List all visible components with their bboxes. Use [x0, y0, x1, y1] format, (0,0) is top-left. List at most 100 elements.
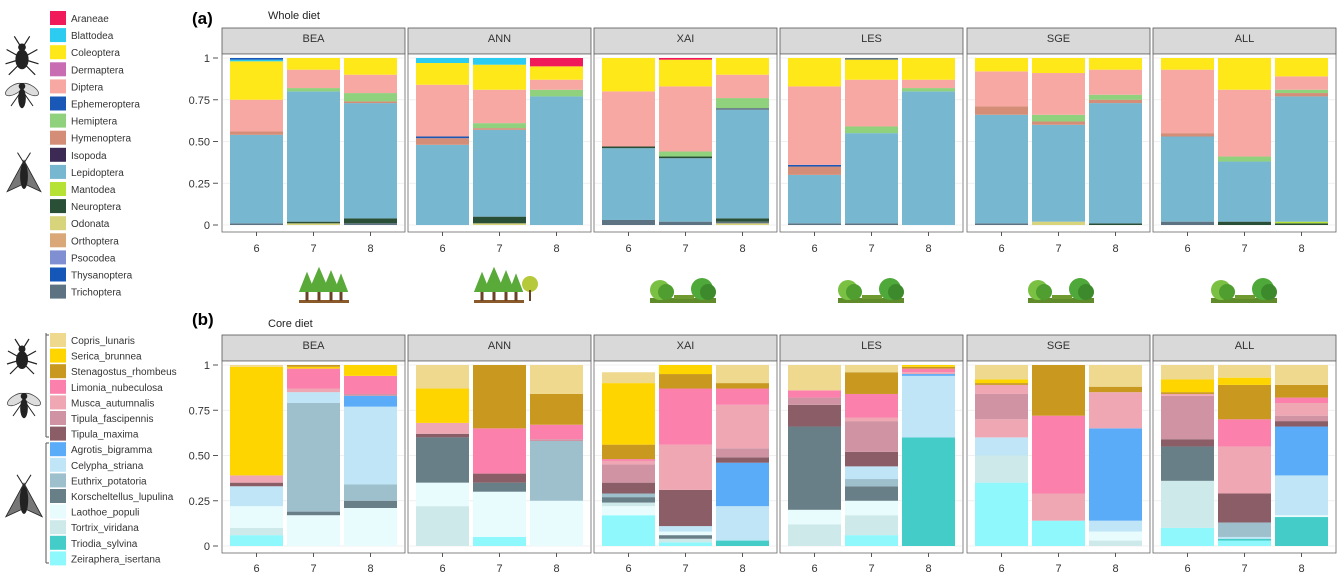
whole-xtick-label: 8 — [367, 243, 373, 255]
whole-bar-segment-hymenoptera — [473, 128, 526, 130]
core-bar-segment-laothoe-populi — [1089, 531, 1142, 541]
core-bar-segment-stenagostus-rhombeus — [902, 366, 955, 369]
core-xtick-label: 8 — [553, 563, 559, 575]
whole-bar-segment-diptera — [344, 74, 397, 94]
core-bar-segment-serica-brunnea — [659, 365, 712, 375]
core-bar-segment-agrotis-bigramma — [716, 462, 769, 507]
core-bar-segment-musca-autumnalis — [287, 388, 340, 393]
whole-bar-segment-hemiptera — [902, 88, 955, 92]
whole-xtick-label: 6 — [811, 243, 817, 255]
legend-swatch-tipula-maxima — [50, 426, 66, 441]
core-bar-segment-zeiraphera-isertana — [473, 536, 526, 546]
whole-bar-segment-hemiptera — [1218, 156, 1271, 162]
legend-label-blattodea: Blattodea — [71, 31, 114, 42]
whole-bar-segment-lepidoptera — [230, 134, 283, 224]
core-xtick-label: 7 — [682, 563, 688, 575]
core-strip-all — [1152, 334, 1337, 362]
core-bar-segment-korscheltellus-lupulina — [344, 500, 397, 508]
whole-bar-segment-odonata — [473, 223, 526, 225]
core-bar-segment-laothoe-populi — [788, 509, 841, 525]
core-bar-segment-stenagostus-rhombeus — [1161, 392, 1214, 394]
core-bar-segment-tipula-maxima — [602, 482, 655, 494]
whole-bar-segment-lepidoptera — [1032, 124, 1085, 222]
core-bar-segment-limonia-nubeculosa — [1032, 415, 1085, 494]
core-bar-segment-tortrix-viridana — [230, 527, 283, 536]
core-bar-segment-serica-brunnea — [902, 365, 955, 367]
whole-facet-les: LES 6 7 8 — [779, 27, 964, 255]
core-bar-segment-musca-autumnalis — [1089, 392, 1142, 429]
core-xtick-label: 7 — [310, 563, 316, 575]
core-bar-segment-zeiraphera-isertana — [975, 482, 1028, 546]
whole-bar-segment-lepidoptera — [975, 114, 1028, 224]
legend-swatch-triodia-sylvina — [50, 535, 66, 550]
legend-swatch-neuroptera — [50, 199, 66, 214]
core-bar-segment-agrotis-bigramma — [1089, 428, 1142, 521]
whole-bar-segment-lepidoptera — [602, 148, 655, 220]
whole-bar-segment-trichoptera — [230, 223, 283, 225]
core-bar-segment-laothoe-populi — [530, 500, 583, 546]
whole-bar-segment-lepidoptera — [716, 109, 769, 219]
whole-bar-segment-diptera — [975, 71, 1028, 107]
core-bar-segment-laothoe-populi — [1275, 515, 1328, 518]
core-xtick-label: 6 — [1184, 563, 1190, 575]
whole-bar-segment-trichoptera — [975, 223, 1028, 225]
core-bar-segment-limonia-nubeculosa — [845, 393, 898, 418]
core-bar-segment-limonia-nubeculosa — [716, 388, 769, 405]
whole-strip-label-bea: BEA — [302, 33, 325, 45]
legend-label-araneae: Araneae — [71, 14, 109, 25]
legend-swatch-blattodea — [50, 28, 66, 43]
core-bar-segment-celypha-striana — [1218, 536, 1271, 539]
legend-label-diptera: Diptera — [71, 82, 104, 93]
whole-bar-segment-coleoptera — [1089, 58, 1142, 70]
whole-strip-all — [1152, 27, 1337, 55]
whole-xtick-label: 7 — [1055, 243, 1061, 255]
legend-label-hemiptera: Hemiptera — [71, 117, 118, 128]
core-bar-segment-copris-lunaris — [230, 365, 283, 367]
whole-ytick-label: 0 — [204, 220, 210, 232]
whole-bar-segment-lepidoptera — [473, 129, 526, 217]
core-bar-segment-musca-autumnalis — [1032, 493, 1085, 521]
core-bar-segment-korscheltellus-lupulina — [416, 437, 469, 483]
core-bar-segment-tipula-fascipennis — [1161, 395, 1214, 440]
core-xtick-label: 7 — [868, 563, 874, 575]
legend-label-limonia-nubeculosa: Limonia_nubeculosa — [71, 383, 163, 394]
whole-strip-label-xai: XAI — [677, 33, 695, 45]
whole-bar-segment-hemiptera — [287, 88, 340, 92]
legend-swatch-mantodea — [50, 182, 66, 196]
whole-ytick-label: 0.25 — [189, 178, 210, 190]
whole-strip-xai — [593, 27, 778, 55]
legend-label-agrotis-bigramma: Agrotis_bigramma — [71, 445, 153, 456]
legend-label-tipula-fascipennis: Tipula_fascipennis — [71, 414, 153, 425]
core-bar-segment-celypha-striana — [975, 437, 1028, 456]
core-bar-segment-laothoe-populi — [230, 506, 283, 528]
panel-a-title: Whole diet — [268, 10, 320, 22]
core-bar-segment-tortrix-viridana — [845, 515, 898, 536]
whole-bar-segment-hymenoptera — [344, 101, 397, 104]
core-bar-segment-euthrix-potatoria — [1218, 522, 1271, 537]
whole-bar-segment-hemiptera — [530, 89, 583, 97]
core-strip-label-les: LES — [861, 340, 882, 352]
legend-label-lepidoptera: Lepidoptera — [71, 168, 124, 179]
core-bar-segment-copris-lunaris — [602, 372, 655, 384]
legend-swatch-hemiptera — [50, 113, 66, 128]
whole-bar-segment-coleoptera — [1032, 58, 1085, 74]
whole-bar-segment-odonata — [287, 223, 340, 225]
core-strip-les — [779, 334, 964, 362]
core-bar-segment-musca-autumnalis — [716, 404, 769, 449]
whole-bar-segment-coleoptera — [1161, 58, 1214, 70]
whole-ytick-label: 0.50 — [189, 137, 210, 149]
core-bar-segment-limonia-nubeculosa — [788, 390, 841, 398]
legend-label-mantodea: Mantodea — [71, 185, 116, 196]
legend-label-zeiraphera-isertana: Zeiraphera_isertana — [71, 554, 161, 565]
whole-xtick-label: 6 — [1184, 243, 1190, 255]
core-bar-segment-musca-autumnalis — [659, 444, 712, 490]
whole-bar-segment-hymenoptera — [788, 166, 841, 175]
whole-xtick-label: 7 — [682, 243, 688, 255]
panel-b-title: Core diet — [268, 318, 313, 330]
whole-bar-segment-diptera — [230, 99, 283, 132]
legend-swatch-thysanoptera — [50, 267, 66, 282]
core-bar-segment-copris-lunaris — [1089, 365, 1142, 387]
core-bar-segment-tipula-fascipennis — [975, 393, 1028, 420]
legend-core-diet: Copris_lunaris Serica_brunnea Stenagostus_… — [45, 333, 177, 566]
core-bar-segment-musca-autumnalis — [902, 372, 955, 375]
